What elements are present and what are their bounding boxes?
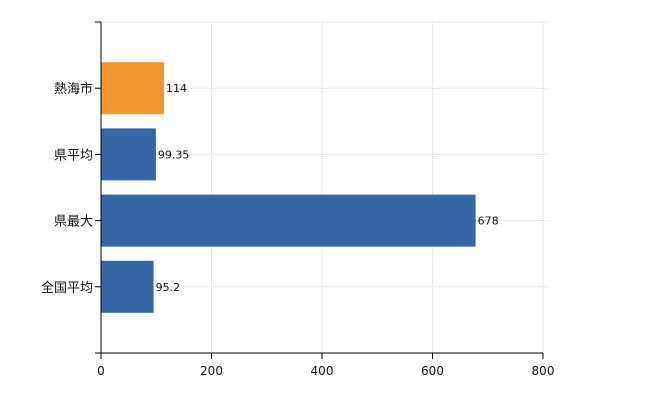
- x-tick-label: 800: [532, 364, 555, 378]
- bar-value-label: 114: [166, 82, 187, 95]
- bars: [101, 62, 476, 313]
- category-label: 熱海市: [54, 81, 93, 97]
- x-tick-label: 200: [200, 364, 223, 378]
- category-label: 県平均: [54, 148, 93, 163]
- category-label: 全国平均: [41, 280, 93, 296]
- x-tick-label: 400: [311, 364, 334, 378]
- bar: [101, 128, 156, 181]
- x-tick-label: 0: [97, 364, 105, 378]
- bar-value-label: 678: [478, 215, 499, 228]
- grid: [101, 21, 549, 353]
- labels: 114 熱海市 99.35 県平均 678 県最大 95.2 全国平均 0 200 400 600 80…: [41, 81, 554, 378]
- axes: [95, 21, 544, 359]
- x-tick-label: 600: [421, 364, 444, 378]
- bar-value-label: 99.35: [158, 148, 190, 161]
- category-label: 県最大: [54, 215, 93, 230]
- bar: [101, 260, 154, 313]
- bar-value-label: 95.2: [156, 281, 181, 294]
- bar: [101, 194, 476, 247]
- bar: [101, 62, 164, 115]
